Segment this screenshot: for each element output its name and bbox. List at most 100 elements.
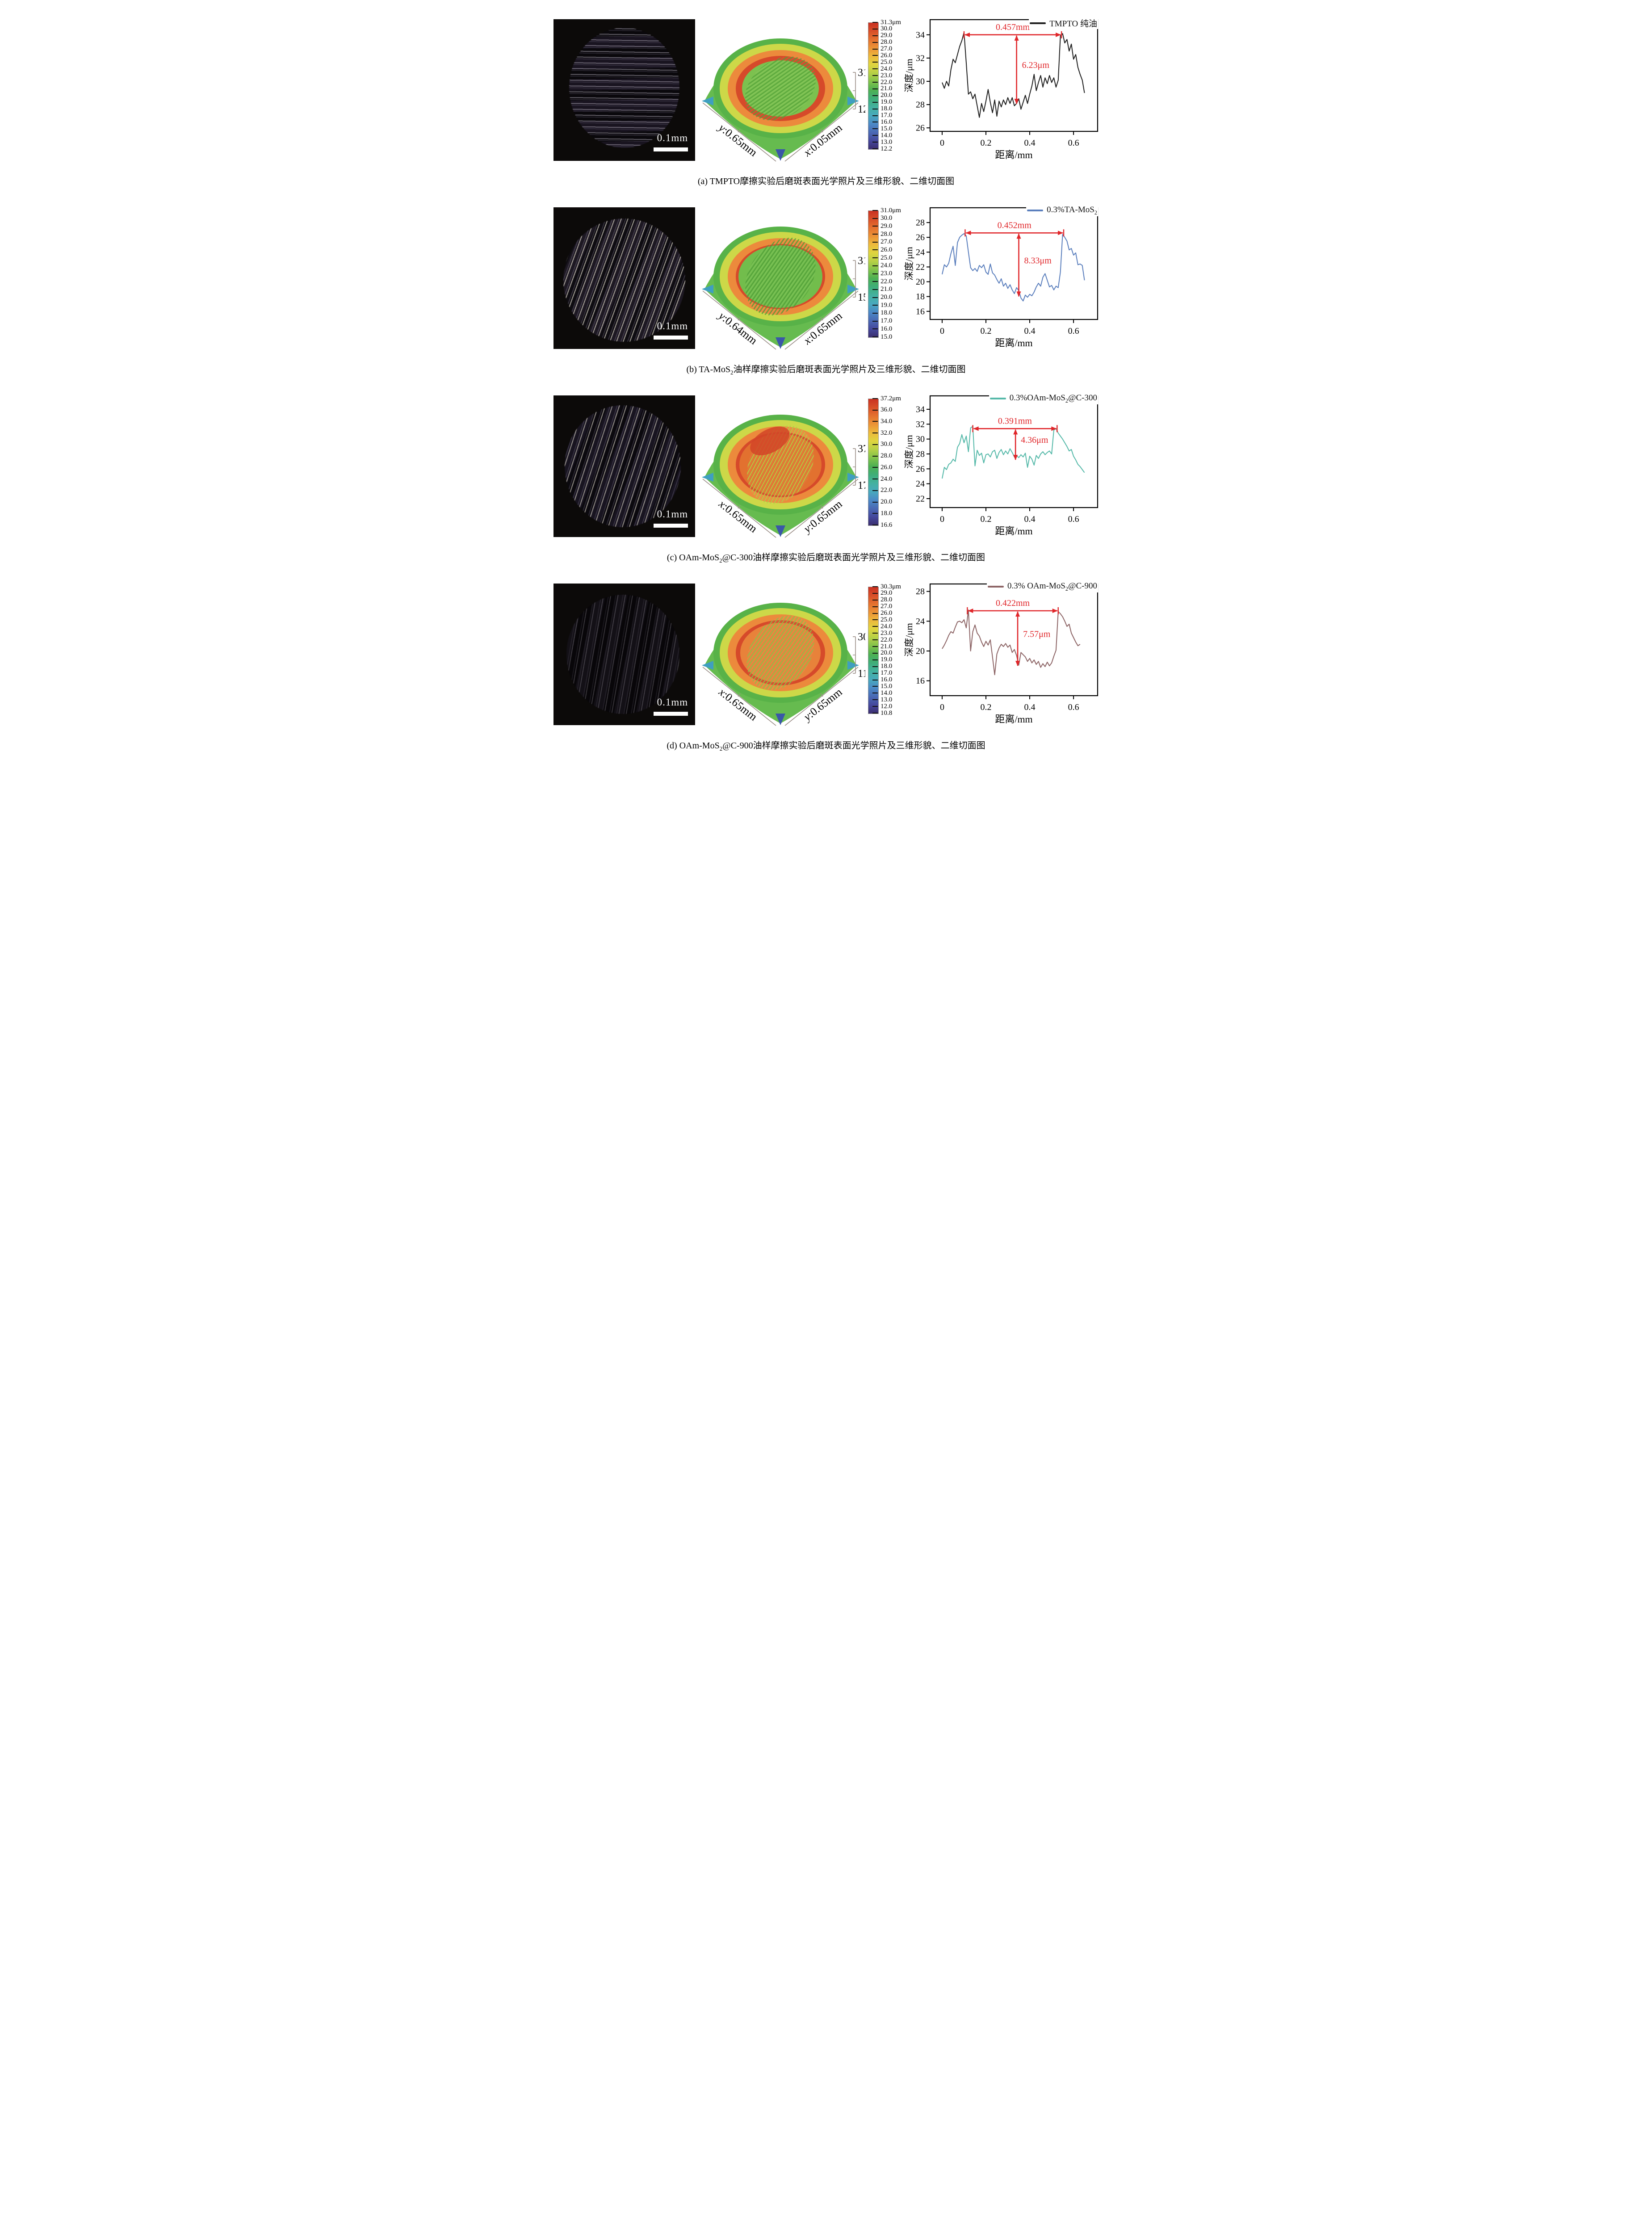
panel-caption: (b) TA-MoS2油样摩擦实验后磨斑表面光学照片及三维形貌、二维切面图 <box>686 365 966 376</box>
svg-text:深度/μm: 深度/μm <box>904 247 914 280</box>
colorbar: 30.3μm 29.0 28.0 27.0 26.0 25.0 24.0 23.0 22.0 21… <box>868 583 906 722</box>
profile-chart-area: 16 18 20 22 24 26 28 0 0.2 0.4 0.6 深度/μm 距离/mm 0.452m… <box>904 204 1101 358</box>
svg-text:0.2: 0.2 <box>981 138 992 148</box>
colorbar-tick <box>872 633 878 634</box>
svg-text:12μm: 12μm <box>858 104 865 115</box>
colorbar-tick-label: 17.0 <box>881 317 893 325</box>
colorbar-tick-label: 17.0 <box>881 669 893 677</box>
colorbar-tick <box>872 88 878 89</box>
colorbar-tick-label: 20.0 <box>881 294 893 301</box>
colorbar-tick-label: 17.0 <box>881 112 893 119</box>
colorbar-tick-label: 26.0 <box>881 246 893 253</box>
wear-scar-image <box>569 28 680 148</box>
scale-bar-label: 0.1mm <box>657 696 688 708</box>
colorbar-tick-label: 27.0 <box>881 45 893 53</box>
svg-text:30: 30 <box>916 434 925 444</box>
svg-text:深度/μm: 深度/μm <box>904 435 914 468</box>
colorbar-tick <box>872 22 878 23</box>
colorbar-tick-label: 27.0 <box>881 238 893 246</box>
svg-text:0.6: 0.6 <box>1068 326 1079 336</box>
colorbar-tick-label: 21.0 <box>881 642 893 650</box>
svg-text:0.6: 0.6 <box>1068 138 1079 148</box>
colorbar-tick <box>872 398 878 399</box>
svg-text:28: 28 <box>916 218 925 228</box>
colorbar-tick-label: 23.0 <box>881 71 893 79</box>
profile-chart: 26 28 30 32 34 0 0.2 0.4 0.6 深度/μm 距离/mm 0.457mm 6.2… <box>904 19 1099 160</box>
colorbar-tick <box>872 226 878 227</box>
colorbar-tick-label: 10.8 <box>881 709 893 717</box>
colorbar-tick-label: 28.0 <box>881 230 893 238</box>
svg-text:0.4: 0.4 <box>1024 326 1036 336</box>
svg-text:0.2: 0.2 <box>981 702 992 712</box>
colorbar-tick-label: 19.0 <box>881 301 893 309</box>
colorbar-tick <box>872 501 878 503</box>
svg-text:30: 30 <box>916 77 925 87</box>
colorbar-tick <box>872 659 878 660</box>
colorbar-tick <box>872 281 878 282</box>
svg-text:32: 32 <box>916 420 925 429</box>
colorbar-tick-label: 32.0 <box>881 429 893 437</box>
colorbar-tick <box>872 586 878 587</box>
svg-text:24: 24 <box>916 479 925 489</box>
colorbar-tick-label: 16.0 <box>881 676 893 684</box>
panel-caption: (d) OAm-MoS2@C-900油样摩擦实验后磨斑表面光学照片及三维形貌、二… <box>667 741 985 752</box>
colorbar-tick-label: 31.3μm <box>881 18 901 26</box>
svg-text:26: 26 <box>916 233 925 243</box>
svg-text:距离/mm: 距离/mm <box>995 337 1032 349</box>
colorbar-tick-label: 25.0 <box>881 58 893 66</box>
colorbar-tick-label: 21.0 <box>881 286 893 293</box>
svg-text:距离/mm: 距离/mm <box>995 149 1032 160</box>
colorbar-tick <box>872 115 878 116</box>
colorbar-tick <box>872 467 878 468</box>
colorbar-tick <box>872 606 878 607</box>
colorbar-tick <box>872 234 878 235</box>
colorbar-tick-label: 30.0 <box>881 441 893 448</box>
colorbar-tick <box>872 75 878 76</box>
colorbar-gradient <box>868 210 879 338</box>
colorbar-tick <box>872 626 878 627</box>
svg-text:8.33μm: 8.33μm <box>1024 256 1052 265</box>
colorbar-tick <box>872 513 878 514</box>
colorbar-tick-label: 25.0 <box>881 254 893 261</box>
scale-bar-label: 0.1mm <box>657 508 688 520</box>
svg-text:26: 26 <box>916 123 925 133</box>
svg-text:0.6: 0.6 <box>1068 702 1079 712</box>
colorbar-tick <box>872 48 878 50</box>
svg-text:6.23μm: 6.23μm <box>1022 60 1050 70</box>
colorbar-tick-label: 24.0 <box>881 65 893 72</box>
colorbar: 31.3μm 30.0 29.0 28.0 27.0 26.0 25.0 24.0 23.0 22… <box>868 19 906 157</box>
colorbar-tick <box>872 82 878 83</box>
svg-text:37μm: 37μm <box>858 443 865 455</box>
panel-caption: (a) TMPTO摩擦实验后磨斑表面光学照片及三维形貌、二维切面图 <box>697 176 955 186</box>
scale-bar-label: 0.1mm <box>657 132 688 143</box>
colorbar-tick-label: 22.0 <box>881 487 893 494</box>
colorbar: 37.2μm 36.0 34.0 32.0 30.0 28.0 26.0 24.0 22.0 20… <box>868 395 906 533</box>
colorbar-tick-label: 19.0 <box>881 656 893 663</box>
svg-text:34: 34 <box>916 405 925 415</box>
colorbar-tick-label: 26.0 <box>881 51 893 59</box>
colorbar: 31.0μm 30.0 29.0 28.0 27.0 26.0 25.0 24.0 23.0 22… <box>868 207 906 345</box>
svg-text:0.2: 0.2 <box>981 514 992 524</box>
colorbar-tick <box>872 652 878 654</box>
profile-chart-area: 22 24 26 28 30 32 34 0 0.2 0.4 0.6 深度/μm 距离/mm 0.391m… <box>904 392 1101 546</box>
scale-bar <box>654 336 688 340</box>
colorbar-tick-label: 29.0 <box>881 32 893 39</box>
colorbar-tick <box>872 672 878 674</box>
optical-photo-c: 0.1mm <box>553 395 695 537</box>
svg-text:17μm: 17μm <box>858 480 865 491</box>
colorbar-tick <box>872 142 878 143</box>
colorbar-tick-label: 22.0 <box>881 636 893 643</box>
svg-text:15μm: 15μm <box>858 292 865 303</box>
profile-chart-area: 16 20 24 28 0 0.2 0.4 0.6 深度/μm 距离/mm 0.422mm 7.57μ… <box>904 580 1101 735</box>
colorbar-tick-label: 31.0μm <box>881 206 901 214</box>
svg-text:28: 28 <box>916 587 925 596</box>
scale-bar-label: 0.1mm <box>657 320 688 332</box>
colorbar-tick <box>872 455 878 457</box>
colorbar-tick-label: 30.0 <box>881 25 893 33</box>
colorbar-tick-label: 28.0 <box>881 38 893 46</box>
colorbar-tick-label: 24.0 <box>881 475 893 483</box>
colorbar-tick-label: 30.0 <box>881 214 893 222</box>
colorbar-tick <box>872 95 878 96</box>
colorbar-tick-label: 19.0 <box>881 98 893 106</box>
